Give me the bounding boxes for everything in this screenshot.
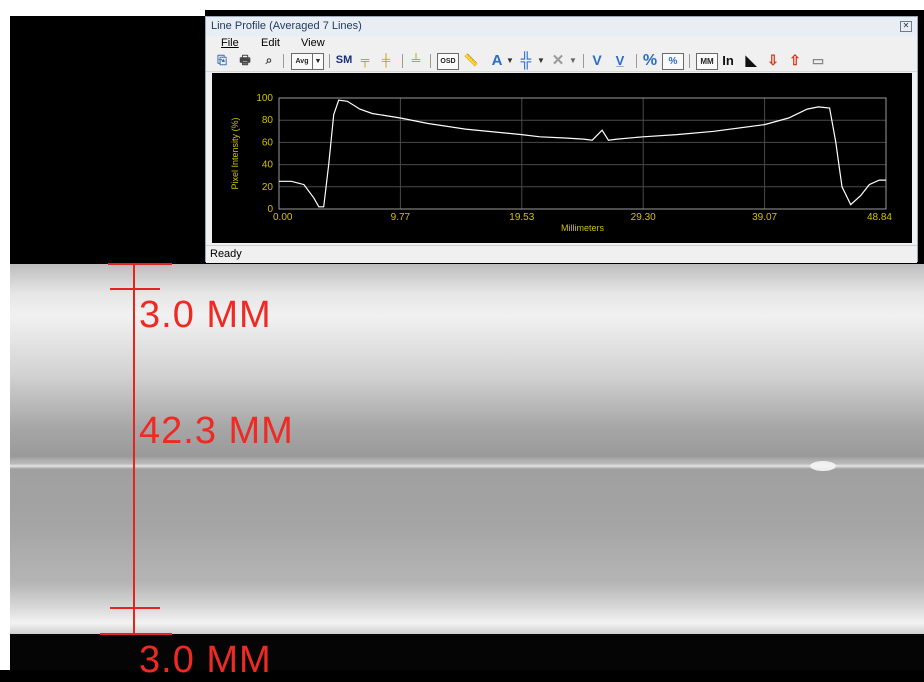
x-tick-label: 48.84: [867, 212, 892, 223]
toolbar-separator: [283, 54, 284, 68]
left-border: [0, 0, 10, 670]
toolbar-separator: [689, 54, 690, 68]
vertical-scale-button[interactable]: V: [592, 52, 602, 68]
x-axis-label: Millimeters: [561, 223, 605, 233]
y-tick-label: 100: [256, 93, 273, 104]
upload-icon[interactable]: ⇧: [789, 52, 801, 68]
marker-add-icon[interactable]: ╤: [360, 53, 370, 67]
toolbar-separator: [329, 54, 330, 68]
xray-weld-seam: [10, 463, 924, 469]
vertical-fit-icon[interactable]: V̲: [615, 53, 625, 68]
xray-weld-bead: [810, 461, 836, 471]
measurement-tick-bottom: [100, 633, 172, 635]
clear-markers-icon[interactable]: ✕: [551, 52, 565, 69]
average-button[interactable]: Avg: [291, 53, 313, 70]
xray-bottom-dark-band: [10, 634, 924, 670]
toolbar: ⎘ 🖶 ⌕ Avg ▼ SM ╤ ╪ ╧ OSD 📏 A ▼ ╬ ▼ ✕ ▼ V…: [206, 51, 917, 72]
y-tick-label: 80: [262, 115, 274, 126]
toolbar-separator: [636, 54, 637, 68]
x-tick-label: 29.30: [631, 212, 656, 223]
y-tick-label: 40: [262, 160, 274, 171]
ruler-icon[interactable]: 📏: [463, 53, 479, 67]
measurement-label-middle: 42.3 MM: [139, 410, 294, 452]
y-tick-label: 60: [262, 137, 274, 148]
y-tick-label: 0: [267, 204, 273, 215]
status-text: Ready: [210, 248, 242, 260]
window-titlebar[interactable]: Line Profile (Averaged 7 Lines) ✕: [206, 17, 917, 36]
window-title: Line Profile (Averaged 7 Lines): [211, 20, 362, 32]
measurement-tick-top: [108, 263, 172, 265]
scale-bar-icon[interactable]: ▭: [811, 53, 825, 68]
copy-icon[interactable]: ⎘: [217, 53, 227, 67]
x-tick-label: 19.53: [509, 212, 534, 223]
top-left-border: [0, 0, 205, 16]
grid-tool-icon[interactable]: ╬: [520, 52, 532, 69]
line-profile-window: Line Profile (Averaged 7 Lines) ✕ File E…: [205, 16, 918, 263]
status-bar: Ready: [206, 245, 917, 263]
toolbar-separator: [430, 54, 431, 68]
osd-button[interactable]: OSD: [437, 53, 459, 70]
measurement-vertical-line[interactable]: [133, 263, 135, 635]
menu-file[interactable]: File: [221, 37, 239, 49]
x-tick-label: 0.00: [273, 212, 293, 223]
measurement-label-bottom: 3.0 MM: [139, 639, 272, 681]
x-tick-label: 39.07: [752, 212, 777, 223]
print-icon[interactable]: 🖶: [239, 53, 251, 67]
text-tool-button[interactable]: A: [491, 52, 503, 69]
smooth-button[interactable]: SM: [335, 54, 353, 66]
percent-button[interactable]: %: [642, 52, 658, 69]
percent-fit-icon[interactable]: %: [662, 53, 684, 70]
profile-series-line: [279, 99, 886, 208]
y-tick-label: 20: [262, 182, 274, 193]
grid-tool-dropdown-icon[interactable]: ▼: [537, 56, 545, 65]
average-dropdown-icon[interactable]: ▼: [312, 53, 324, 70]
line-profile-chart: 0.00 9.77 19.53 29.30 39.07 48.84 0 20 40 60 80 100…: [230, 93, 892, 233]
close-icon[interactable]: ✕: [900, 21, 912, 32]
menu-view[interactable]: View: [301, 37, 325, 49]
measurement-tick-lower: [110, 607, 160, 609]
plot-frame: [278, 97, 887, 210]
line-profile-plot[interactable]: 0.00 9.77 19.53 29.30 39.07 48.84 0 20 40 60 80 100…: [212, 73, 912, 243]
measurement-label-top: 3.0 MM: [139, 294, 272, 336]
marker-move-icon[interactable]: ╪: [381, 53, 391, 67]
menu-edit[interactable]: Edit: [261, 37, 280, 49]
invert-icon[interactable]: ◣: [745, 52, 757, 68]
inch-units-button[interactable]: In: [722, 53, 734, 68]
marker-remove-icon[interactable]: ╧: [411, 53, 421, 67]
top-border: [0, 0, 924, 10]
toolbar-separator: [402, 54, 403, 68]
measurement-tick-upper: [110, 288, 160, 290]
print-preview-icon[interactable]: ⌕: [265, 53, 273, 67]
text-tool-dropdown-icon[interactable]: ▼: [506, 56, 514, 65]
export-icon[interactable]: ⇩: [767, 52, 779, 68]
xray-pipe-image: [10, 264, 924, 634]
toolbar-separator: [583, 54, 584, 68]
clear-markers-dropdown-icon[interactable]: ▼: [569, 56, 577, 65]
x-tick-label: 9.77: [391, 212, 411, 223]
y-axis-label: Pixel Intensity (%): [230, 117, 240, 189]
millimeter-units-button[interactable]: MM: [696, 53, 718, 70]
menu-bar: File Edit View: [206, 36, 917, 51]
